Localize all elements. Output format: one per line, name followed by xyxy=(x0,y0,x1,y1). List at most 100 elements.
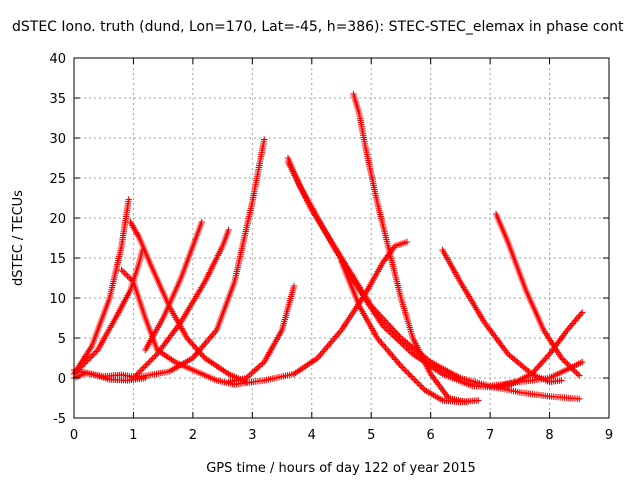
data-series-19 xyxy=(486,358,586,390)
data-point xyxy=(191,344,199,351)
x-tick-label: 1 xyxy=(129,428,137,443)
data-series-14 xyxy=(350,90,470,406)
data-point xyxy=(85,355,93,363)
data-series-2 xyxy=(70,246,146,378)
data-point xyxy=(538,360,545,367)
data-point xyxy=(145,359,152,367)
data-point xyxy=(574,370,581,378)
data-point xyxy=(579,309,586,316)
data-point xyxy=(152,352,159,359)
x-tick-label: 6 xyxy=(427,428,435,443)
data-point xyxy=(93,348,100,355)
data-point xyxy=(124,272,131,280)
data-point xyxy=(198,351,206,359)
data-point xyxy=(118,266,125,274)
data-point xyxy=(387,330,395,337)
data-point xyxy=(137,367,145,374)
data-point xyxy=(418,383,425,391)
data-series-11 xyxy=(231,238,411,388)
data-point xyxy=(561,357,568,365)
data-point xyxy=(379,322,387,330)
x-tick-label: 8 xyxy=(545,428,553,443)
data-point xyxy=(127,275,134,283)
data-series-7 xyxy=(142,218,206,354)
data-point xyxy=(571,368,579,375)
data-point xyxy=(408,349,415,356)
data-point xyxy=(543,353,551,361)
data-point xyxy=(148,356,155,364)
x-tick-label: 4 xyxy=(308,428,316,443)
x-tick-label: 7 xyxy=(486,428,494,443)
data-point xyxy=(143,361,151,368)
plot-frame xyxy=(73,57,610,419)
data-point xyxy=(125,274,133,281)
data-point xyxy=(405,370,412,377)
data-point xyxy=(225,226,232,234)
data-point xyxy=(540,356,548,364)
data-series-10 xyxy=(225,282,298,386)
y-axis-label: dSTEC / TECUs xyxy=(11,190,26,286)
data-point xyxy=(121,269,128,277)
data-point xyxy=(84,357,91,364)
data-point xyxy=(397,362,405,370)
data-point xyxy=(534,364,541,372)
data-point xyxy=(403,344,410,352)
data-point xyxy=(558,354,565,362)
data-point xyxy=(408,373,415,380)
data-point xyxy=(559,356,567,363)
chart-title: dSTEC Iono. truth (dund, Lon=170, Lat=-4… xyxy=(12,19,624,35)
data-point xyxy=(81,360,88,367)
data-point xyxy=(403,238,411,246)
data-point xyxy=(415,380,422,388)
y-tick-label: 10 xyxy=(49,292,66,307)
data-point xyxy=(399,364,406,371)
x-tick-label: 9 xyxy=(605,428,613,443)
data-point xyxy=(91,349,99,357)
y-tick-label: 5 xyxy=(58,332,66,347)
data-point xyxy=(90,351,97,358)
data-point xyxy=(389,331,396,339)
data-point xyxy=(576,372,583,379)
data-point xyxy=(406,371,414,379)
x-tick-label: 3 xyxy=(248,428,256,443)
data-point xyxy=(558,377,565,384)
data-point xyxy=(417,382,424,389)
data-point xyxy=(79,361,87,369)
y-tick-label: -5 xyxy=(53,412,66,427)
data-point xyxy=(528,370,535,378)
data-point xyxy=(536,361,544,368)
data-point xyxy=(542,355,549,362)
data-point xyxy=(384,327,392,334)
data-point xyxy=(529,369,537,376)
data-point xyxy=(576,395,583,402)
data-point xyxy=(420,385,427,392)
data-point xyxy=(411,376,418,383)
data-point xyxy=(400,365,408,373)
data-point xyxy=(381,324,388,331)
data-point xyxy=(128,277,136,284)
data-point xyxy=(535,363,542,370)
data-point xyxy=(409,374,417,382)
data-point xyxy=(186,337,193,345)
data-point xyxy=(386,328,393,336)
y-tick-label: 35 xyxy=(49,92,66,107)
data-point xyxy=(544,352,552,359)
axis-ticks xyxy=(73,57,610,419)
data-point xyxy=(412,377,420,385)
data-point xyxy=(87,354,94,361)
data-point xyxy=(401,343,409,350)
x-tick-label: 2 xyxy=(189,428,197,443)
data-point xyxy=(531,367,538,375)
data-point xyxy=(125,196,132,203)
y-tick-label: 25 xyxy=(49,172,66,187)
data-series-9 xyxy=(130,136,268,382)
data-point xyxy=(139,365,146,373)
data-point xyxy=(290,282,298,290)
data-point xyxy=(187,339,195,346)
data-point xyxy=(406,347,413,355)
y-tick-label: 40 xyxy=(49,52,66,67)
data-series-16 xyxy=(439,246,565,386)
x-tick-label: 0 xyxy=(70,428,78,443)
